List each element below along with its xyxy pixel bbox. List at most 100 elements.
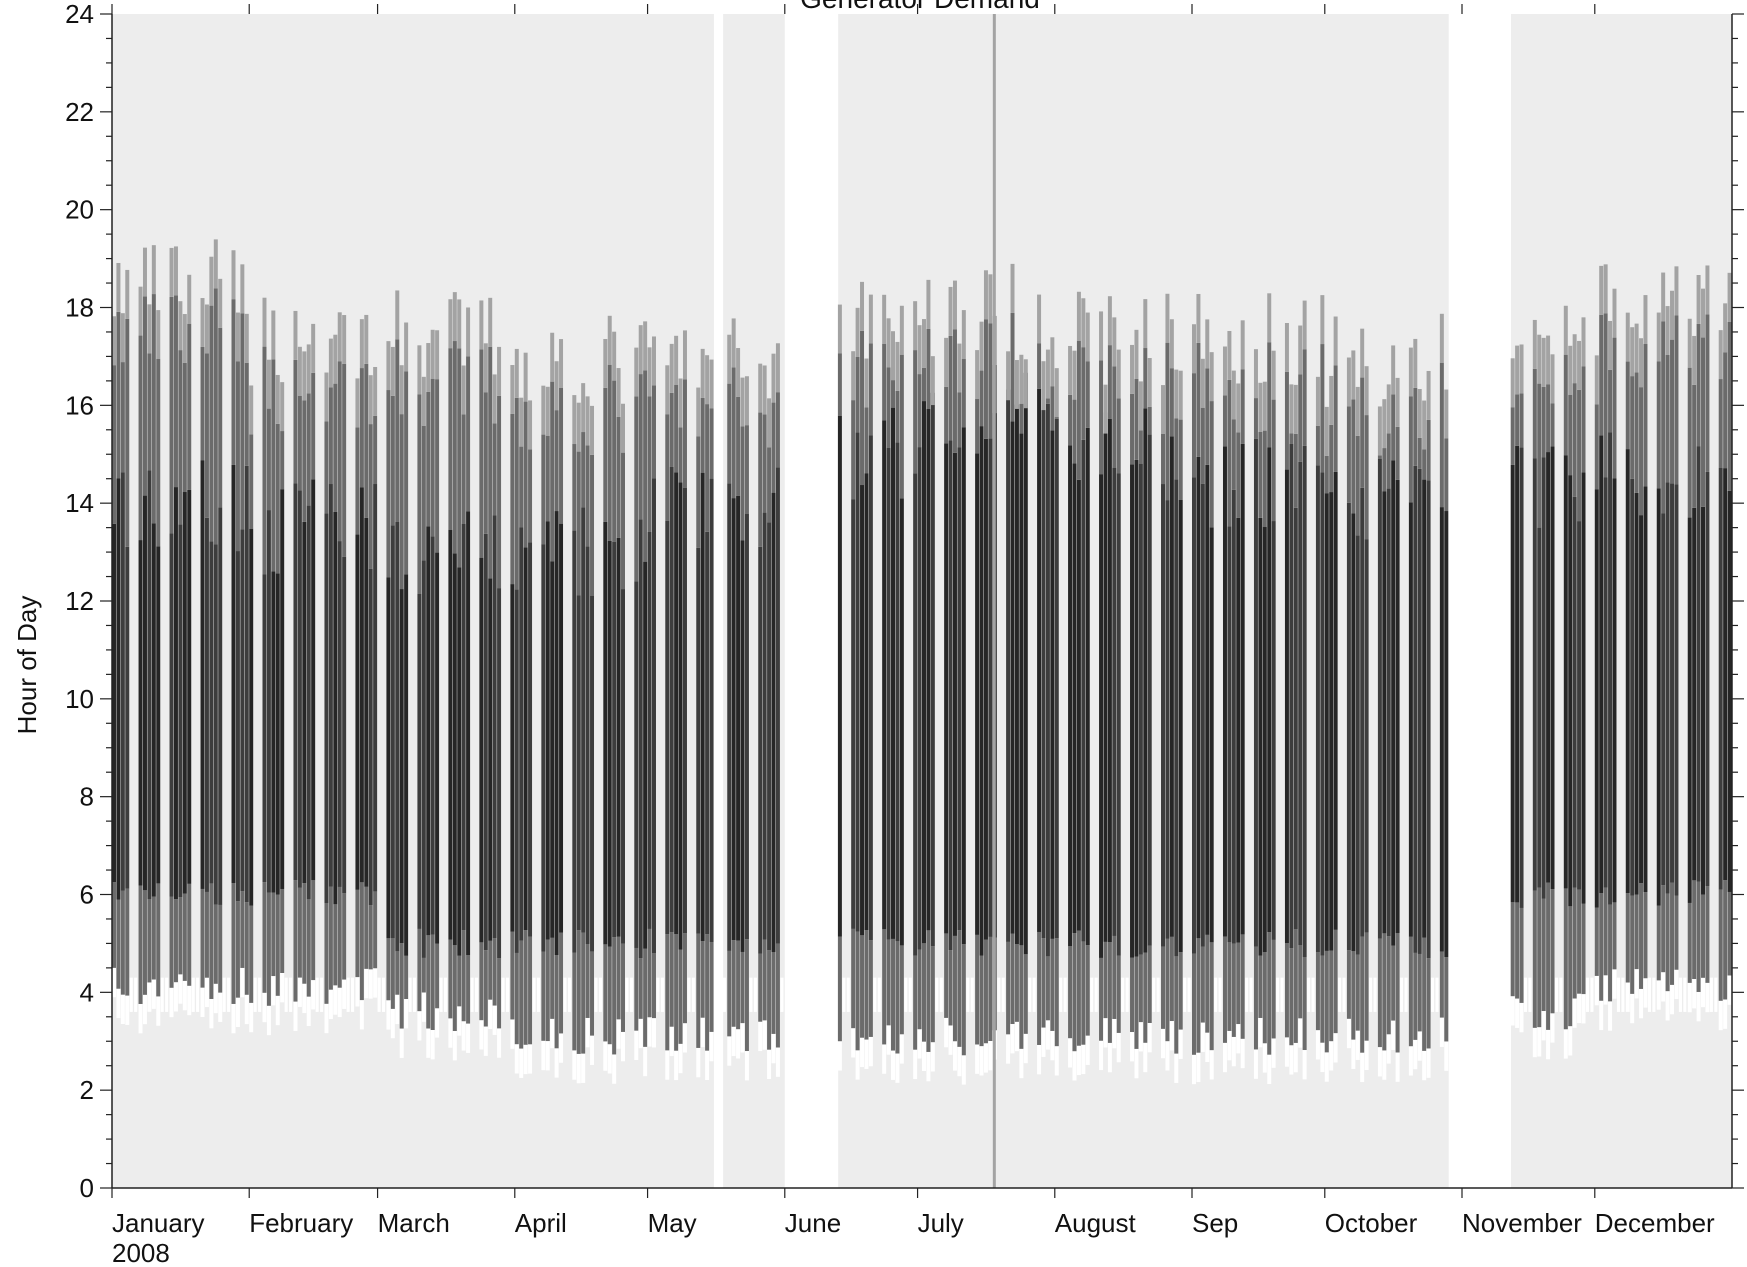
- demand-cell: [1165, 500, 1170, 939]
- demand-cell: [147, 304, 152, 354]
- demand-cell: [975, 350, 980, 400]
- demand-cell: [337, 541, 342, 887]
- demand-cell: [1643, 486, 1648, 893]
- y-tick-label: 18: [65, 293, 94, 323]
- demand-cell: [399, 589, 404, 944]
- demand-cell: [886, 447, 891, 940]
- demand-cell: [293, 310, 298, 360]
- demand-cell: [1674, 969, 1679, 1000]
- demand-cell: [979, 955, 984, 1047]
- demand-cell: [1014, 944, 1019, 1022]
- demand-cell: [1417, 389, 1422, 438]
- demand-cell: [125, 995, 130, 1025]
- demand-cell: [271, 571, 276, 893]
- demand-cell: [638, 374, 643, 520]
- demand-cell: [758, 546, 763, 954]
- demand-cell: [448, 529, 453, 940]
- no-data-day: [1448, 14, 1454, 1188]
- demand-cell: [1515, 902, 1520, 999]
- demand-cell: [731, 367, 736, 499]
- demand-cell: [373, 415, 378, 485]
- demand-cell: [585, 944, 590, 1018]
- demand-cell: [550, 937, 555, 1019]
- demand-cell: [616, 936, 621, 1020]
- no-data-day: [1506, 14, 1511, 1188]
- x-axis-year-label: 2008: [112, 1238, 170, 1267]
- demand-cell: [138, 885, 143, 1004]
- demand-cell: [1107, 942, 1112, 1043]
- demand-cell: [1072, 399, 1077, 464]
- demand-cell: [1559, 977, 1563, 1012]
- demand-cell: [1028, 977, 1032, 1012]
- demand-cell: [213, 983, 218, 1014]
- demand-cell: [129, 977, 133, 1012]
- demand-cell: [235, 901, 240, 998]
- demand-cell: [187, 985, 192, 1016]
- demand-cell: [1302, 300, 1307, 350]
- demand-cell: [373, 366, 378, 416]
- demand-cell: [758, 1021, 763, 1052]
- demand-cell: [607, 946, 612, 1045]
- demand-cell: [1594, 975, 1599, 1006]
- demand-cell: [1696, 274, 1701, 324]
- demand-cell: [1023, 1033, 1028, 1064]
- demand-cell: [669, 392, 674, 467]
- demand-cell: [559, 339, 564, 389]
- demand-cell: [483, 343, 488, 393]
- demand-cell: [483, 392, 488, 534]
- demand-cell: [120, 362, 125, 473]
- demand-cell: [1231, 943, 1236, 1037]
- demand-cell: [1178, 1029, 1183, 1059]
- demand-cell: [948, 440, 953, 951]
- demand-cell: [886, 367, 891, 448]
- demand-cell: [412, 977, 417, 1012]
- demand-cell: [621, 943, 625, 1032]
- demand-cell: [581, 432, 586, 508]
- demand-cell: [1723, 880, 1728, 1000]
- demand-cell: [1519, 393, 1524, 448]
- demand-cell: [1236, 517, 1241, 943]
- demand-cell: [457, 955, 462, 1007]
- demand-cell: [1324, 950, 1329, 1053]
- demand-cell: [700, 941, 705, 1018]
- demand-cell: [727, 383, 732, 484]
- demand-cell: [519, 446, 524, 528]
- no-data-day: [811, 14, 817, 1188]
- demand-cell: [731, 1026, 736, 1057]
- demand-cell: [342, 556, 347, 894]
- demand-cell: [948, 950, 953, 1026]
- demand-cell: [1532, 458, 1537, 891]
- demand-cell: [359, 368, 364, 488]
- demand-cell: [957, 1046, 962, 1077]
- demand-cell: [709, 478, 714, 943]
- demand-cell: [1599, 435, 1604, 894]
- demand-cell: [1293, 507, 1298, 930]
- demand-cell: [1138, 381, 1143, 431]
- demand-cell: [1431, 977, 1435, 1012]
- demand-cell: [1010, 1024, 1015, 1054]
- demand-cell: [386, 577, 391, 939]
- demand-cell: [1360, 1052, 1365, 1083]
- demand-cell: [510, 413, 515, 585]
- x-tick-label: December: [1595, 1208, 1715, 1238]
- demand-cell: [992, 14, 996, 1188]
- demand-cell: [1515, 394, 1520, 446]
- demand-cell: [337, 312, 342, 362]
- demand-cell: [1665, 354, 1670, 483]
- demand-cell: [1143, 348, 1148, 409]
- demand-cell: [1382, 448, 1387, 492]
- demand-cell: [1422, 479, 1427, 938]
- demand-cell: [855, 356, 860, 433]
- demand-cell: [244, 465, 249, 903]
- demand-cell: [656, 977, 660, 1012]
- demand-cell: [607, 315, 612, 365]
- demand-cell: [634, 581, 639, 948]
- demand-cell: [926, 409, 931, 931]
- no-data-day: [718, 14, 724, 1188]
- demand-cell: [138, 286, 143, 336]
- demand-cell: [1532, 319, 1537, 369]
- demand-cell: [1222, 1042, 1227, 1073]
- demand-cell: [882, 343, 887, 421]
- demand-cell: [1346, 950, 1351, 1019]
- demand-cell: [541, 544, 546, 952]
